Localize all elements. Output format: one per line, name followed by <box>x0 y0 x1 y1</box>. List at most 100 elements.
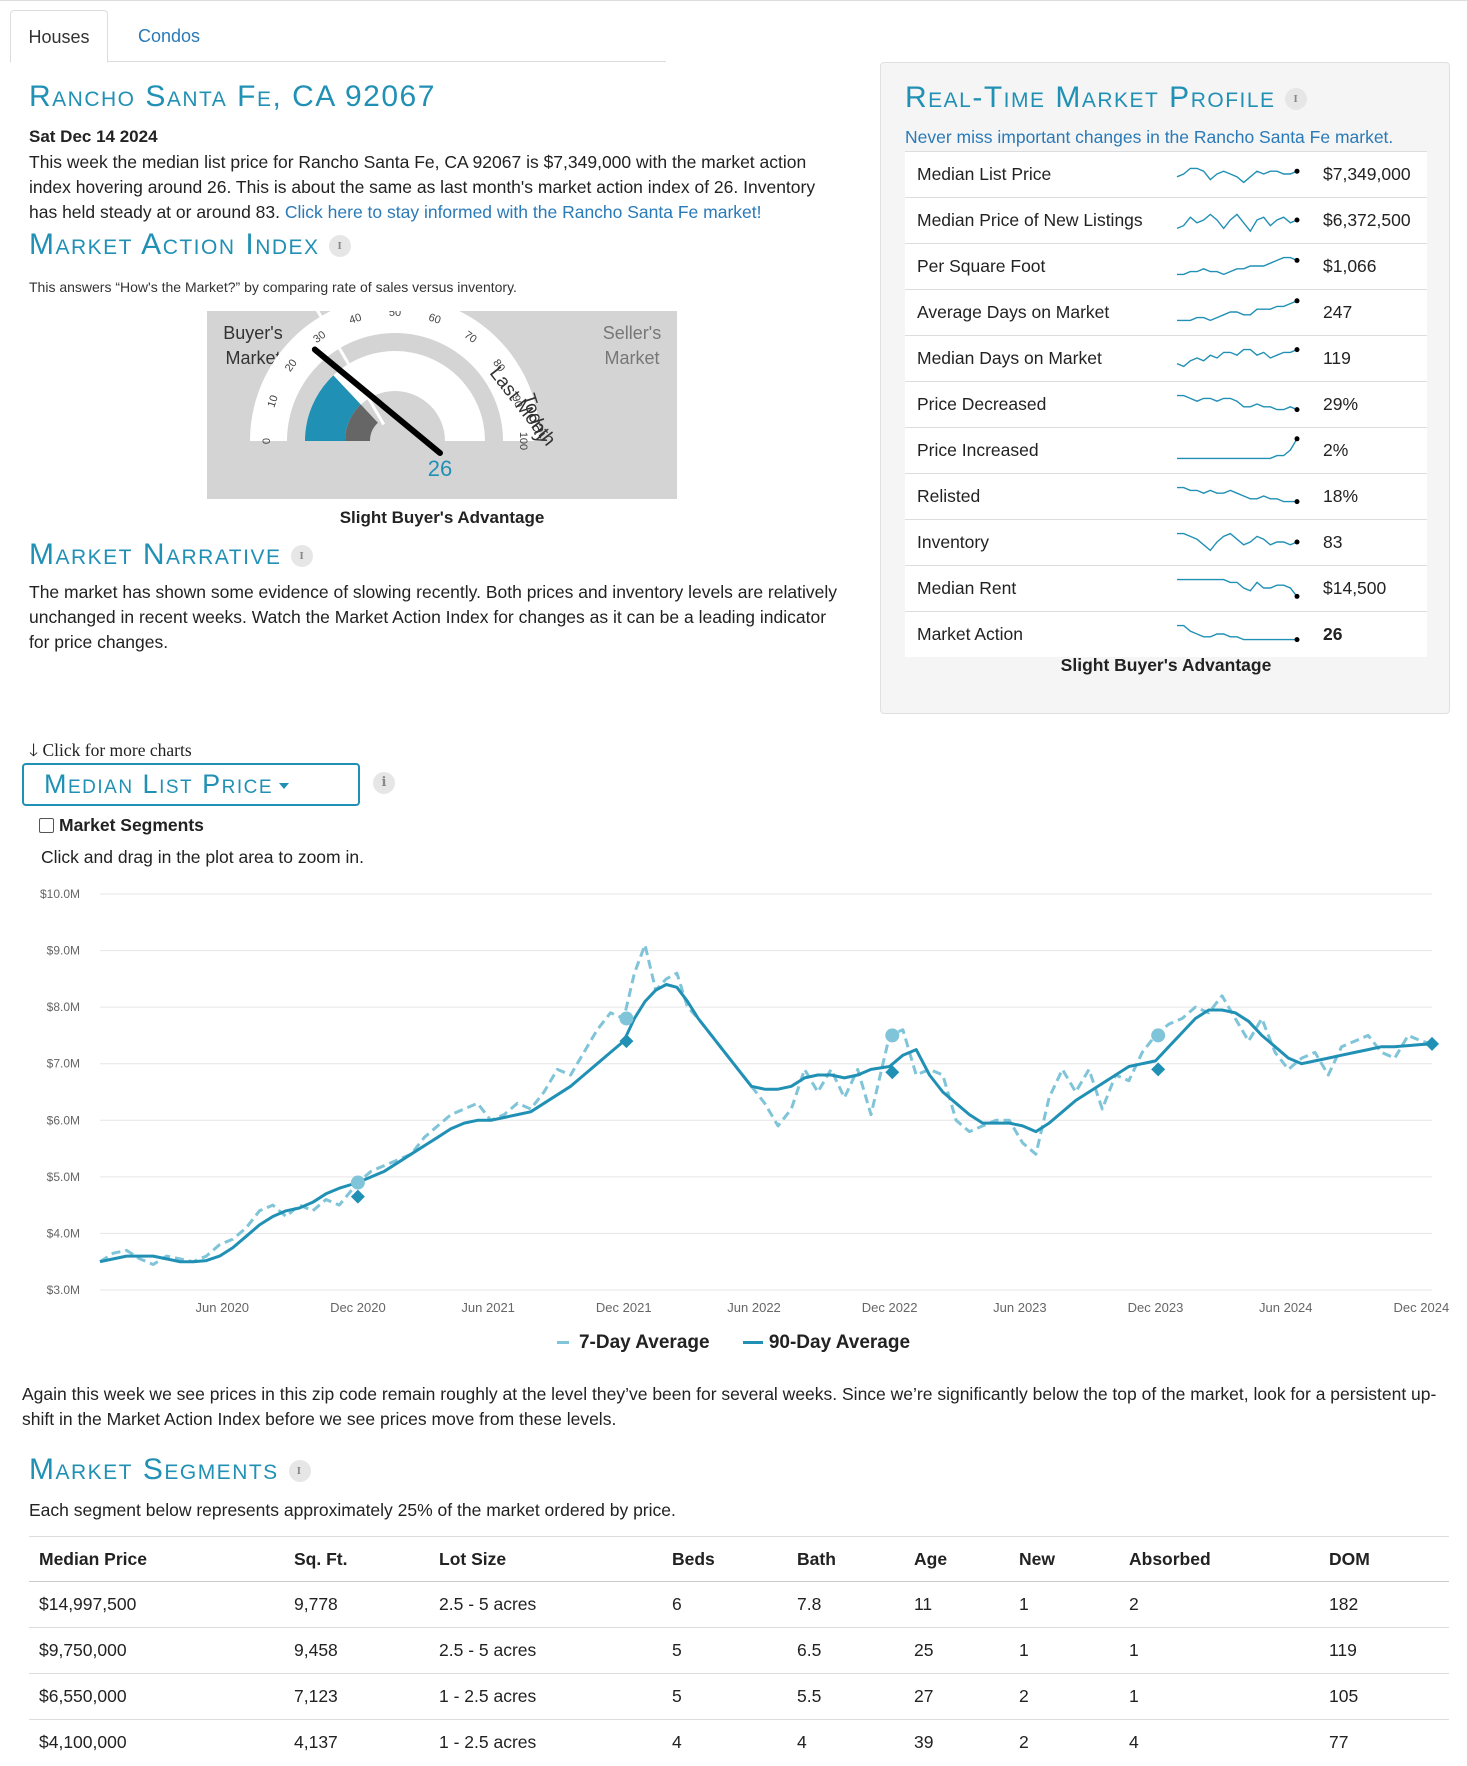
profile-row-value: 83 <box>1323 532 1343 552</box>
market-profile-caption: Slight Buyer's Advantage <box>1060 655 1272 675</box>
market-narrative-title: Market Narrative i <box>29 538 314 572</box>
market-segments-table: Median Price Sq. Ft. Lot Size Beds Bath Age Ne… <box>29 1536 1449 1766</box>
market-action-index-title-text: Market Action Index <box>29 228 320 261</box>
table-cell: 1 - 2.5 acres <box>429 1719 662 1766</box>
tab-houses[interactable]: Houses <box>10 10 108 63</box>
sparkline-end-dot <box>1294 539 1300 545</box>
profile-row-value: 119 <box>1323 348 1351 368</box>
table-cell: 1 - 2.5 acres <box>429 1673 662 1720</box>
table-cell: 2 <box>1119 1581 1319 1628</box>
table-row: $6,550,000 7,123 1 - 2.5 acres 5 5.5 27 2 1 105 <box>29 1673 1449 1720</box>
tab-condos[interactable]: Condos <box>138 26 201 46</box>
sparkline-line <box>1177 578 1298 597</box>
table-cell: 39 <box>904 1719 1009 1766</box>
intro-paragraph: This week the median list price for Ranc… <box>29 150 829 225</box>
x-tick-label: Dec 2024 <box>1394 1300 1450 1315</box>
series-90day-line <box>99 983 1433 1264</box>
table-cell: 7.8 <box>787 1581 904 1628</box>
table-cell: 105 <box>1319 1673 1449 1720</box>
sparkline-line <box>1177 256 1298 276</box>
gauge-tick-label: 10 <box>266 394 281 409</box>
table-cell: 2 <box>1009 1673 1119 1720</box>
sellers-label-line2: Market <box>604 348 660 368</box>
info-icon[interactable]: i <box>329 235 352 258</box>
buyers-label-line2: Market <box>225 348 281 368</box>
gauge-tick-label: 0 <box>261 438 273 444</box>
chart-type-label: Median List Price <box>44 769 274 799</box>
sparkline <box>1176 167 1300 184</box>
profile-row: Median Days on Market 119 <box>905 335 1427 381</box>
market-segments-checkbox[interactable] <box>39 818 54 833</box>
x-tick-label: Jun 2023 <box>993 1300 1047 1315</box>
y-tick-label: $9.0M <box>47 944 80 958</box>
market-profile-panel: Real-Time Market Profile i Never miss im… <box>880 62 1450 714</box>
location-title: Rancho Santa Fe, CA 92067 <box>29 80 436 113</box>
sparkline-end-dot <box>1294 298 1300 304</box>
chart-type-dropdown[interactable]: Median List Price <box>22 763 360 806</box>
series-90day-marker[interactable] <box>885 1065 900 1080</box>
info-icon[interactable]: i <box>1285 88 1308 111</box>
sparkline <box>1177 436 1300 460</box>
table-cell: 9,458 <box>284 1627 429 1674</box>
table-cell: 27 <box>904 1673 1009 1720</box>
column-header: Absorbed <box>1119 1536 1319 1582</box>
info-icon[interactable]: i <box>288 1460 311 1483</box>
sparkline <box>1176 347 1300 368</box>
sparkline-end-dot <box>1294 499 1300 505</box>
profile-row-label: Price Decreased <box>917 394 1047 414</box>
sparkline-line <box>1177 300 1298 322</box>
column-header: DOM <box>1319 1536 1449 1582</box>
series-7day-marker[interactable] <box>1151 1028 1166 1043</box>
gauge-tick-label: 50 <box>389 311 401 319</box>
gauge-tick-label: 80 <box>490 357 507 374</box>
sparkline-end-dot <box>1294 347 1300 353</box>
legend-item-7day[interactable]: 7-Day Average <box>556 1332 710 1354</box>
market-segments-subtitle: Each segment below represents approximat… <box>29 1500 676 1520</box>
info-icon[interactable]: i <box>373 772 395 794</box>
y-tick-label: $4.0M <box>47 1226 80 1240</box>
x-tick-label: Dec 2023 <box>1128 1300 1184 1315</box>
sparkline-line <box>1177 486 1297 503</box>
y-tick-label: $5.0M <box>47 1170 80 1184</box>
y-tick-label: $7.0M <box>47 1057 80 1071</box>
profile-row-value: $7,349,000 <box>1323 164 1411 184</box>
column-header: Median Price <box>29 1536 284 1582</box>
y-tick-label: $3.0M <box>47 1283 80 1297</box>
profile-row-value: $14,500 <box>1323 578 1387 598</box>
gauge-tick-label: 100 <box>517 432 529 450</box>
legend-label-90day: 90-Day Average <box>768 1332 911 1353</box>
table-cell: 2.5 - 5 acres <box>429 1581 662 1628</box>
table-row: $14,997,500 9,778 2.5 - 5 acres 6 7.8 11 1 2 182 <box>29 1581 1449 1628</box>
table-cell: 5.5 <box>787 1673 904 1720</box>
series-90day-marker[interactable] <box>350 1189 365 1204</box>
market-segments-toggle[interactable]: Market Segments <box>39 815 204 836</box>
series-90day-marker[interactable] <box>1425 1036 1439 1051</box>
series-90day-marker[interactable] <box>619 1034 634 1049</box>
gauge-tick-label: 90 <box>509 394 524 409</box>
sparkline <box>1177 394 1300 413</box>
property-type-tabs: Houses Condos <box>10 10 666 63</box>
series-90day-marker[interactable] <box>1151 1062 1166 1077</box>
legend-item-90day[interactable]: 90-Day Average <box>742 1332 911 1354</box>
median-list-price-chart[interactable]: $3.0M $4.0M $5.0M $6.0M $7.0M $8.0M $9.0M $10.0… <box>0 880 1467 1320</box>
profile-row-label: Price Increased <box>917 440 1039 460</box>
series-7day-marker[interactable] <box>619 1011 634 1026</box>
market-profile-table: Median List Price $7,349,000 Median Price … <box>905 151 1427 657</box>
market-action-index-title: Market Action Index i <box>29 228 352 262</box>
profile-row-label: Inventory <box>917 532 989 552</box>
series-7day-marker[interactable] <box>350 1175 365 1190</box>
series-7day-marker[interactable] <box>885 1028 900 1043</box>
market-segments-title: Market Segments i <box>29 1453 311 1487</box>
profile-row-label: Median Rent <box>917 578 1017 598</box>
sellers-label-line1: Seller's <box>602 323 662 343</box>
buyers-label-line1: Buyer's <box>223 323 283 343</box>
sparkline <box>1177 532 1300 552</box>
info-icon[interactable]: i <box>291 545 314 568</box>
gauge-today-fill <box>305 375 361 441</box>
sellers-market-label: Seller's Market <box>597 321 667 371</box>
table-cell: 6.5 <box>787 1627 904 1674</box>
market-profile-title: Real-Time Market Profile i <box>905 81 1308 115</box>
legend-label-7day: 7-Day Average <box>578 1332 710 1353</box>
stay-informed-link[interactable]: Click here to stay informed with the Ran… <box>284 202 762 222</box>
table-cell: 4 <box>1119 1719 1319 1766</box>
